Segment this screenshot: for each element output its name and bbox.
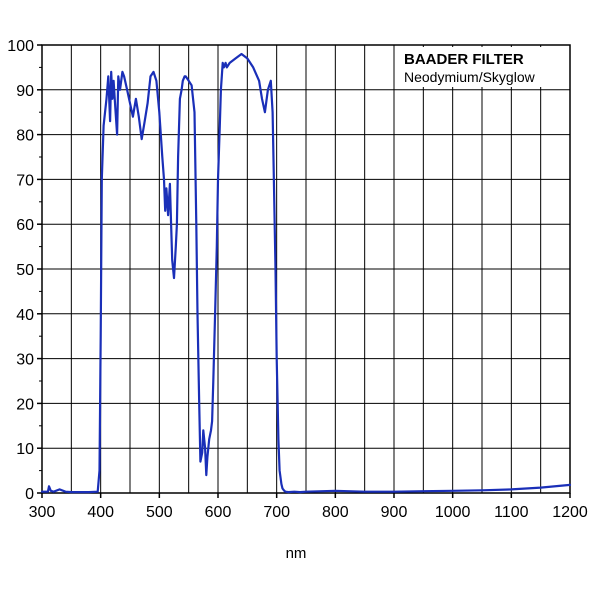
x-tick-label: 900 — [381, 504, 408, 521]
x-tick-label: 600 — [205, 504, 232, 521]
y-tick-label: 100 — [7, 38, 34, 55]
y-tick-label: 90 — [16, 83, 34, 100]
y-tick-label: 20 — [16, 396, 34, 413]
y-tick-label: 30 — [16, 352, 34, 369]
x-axis-title: nm — [286, 545, 307, 562]
y-tick-label: 10 — [16, 441, 34, 458]
x-tick-label: 400 — [87, 504, 114, 521]
x-tick-label: 1100 — [494, 504, 529, 521]
x-tick-label: 500 — [146, 504, 173, 521]
x-tick-label: 1200 — [552, 504, 588, 521]
chart-subtitle: Neodymium/Skyglow — [404, 69, 536, 85]
y-tick-label: 50 — [16, 262, 34, 279]
chart-title: BAADER FILTER — [404, 51, 524, 68]
y-tick-label: 60 — [16, 217, 34, 234]
x-tick-label: 700 — [263, 504, 290, 521]
series-line — [40, 52, 572, 494]
legend-box — [398, 47, 568, 87]
y-tick-label: 0 — [25, 486, 34, 503]
grid-lines — [42, 45, 570, 493]
y-tick-label: 80 — [16, 128, 34, 145]
x-tick-label: 800 — [322, 504, 349, 521]
y-axis-tick-labels: 0 10 20 30 40 50 60 70 80 90 100 — [7, 38, 34, 503]
x-tick-label: 1000 — [435, 504, 471, 521]
y-tick-label: 40 — [16, 307, 34, 324]
x-axis-tick-labels: 300 400 500 600 700 800 900 1000 1100 1200 — [29, 504, 588, 521]
axis-ticks — [37, 44, 571, 498]
y-tick-label: 70 — [16, 172, 34, 189]
x-tick-label: 300 — [29, 504, 56, 521]
